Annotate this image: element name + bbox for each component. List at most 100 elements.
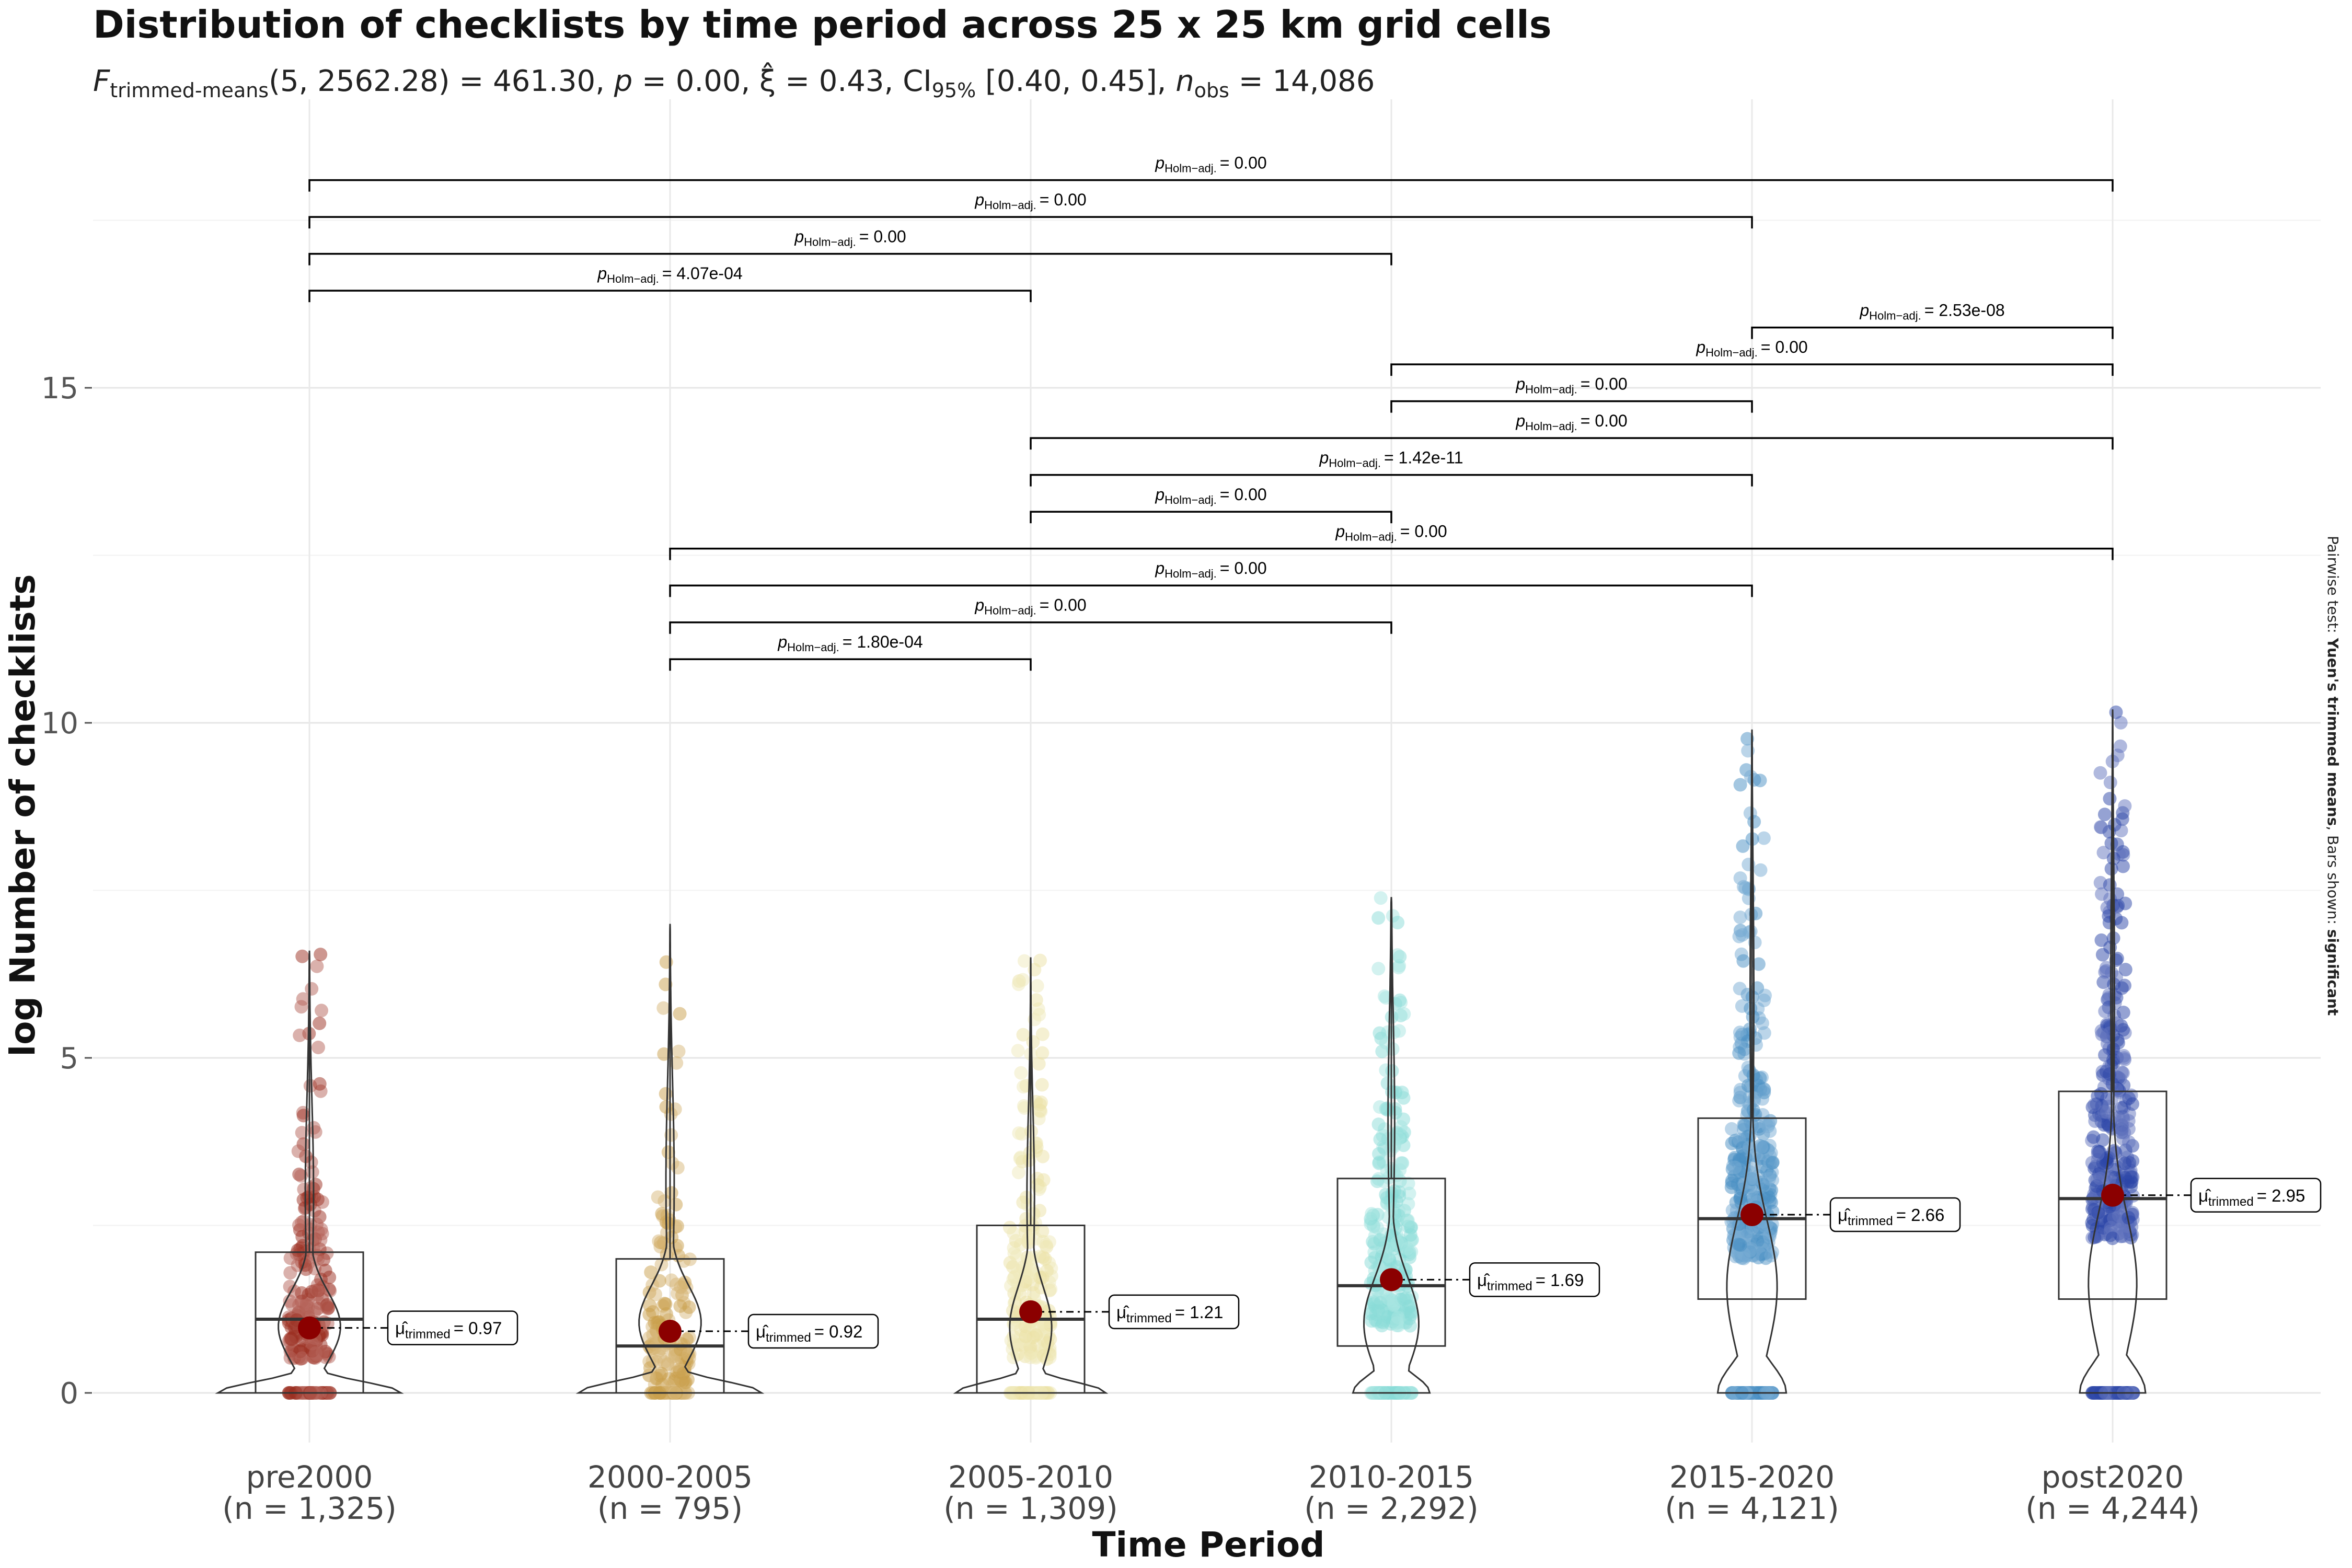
p-symbol: p bbox=[1515, 375, 1525, 394]
trimmed-mean-label: μ̂trimmed = 2.66 bbox=[1838, 1205, 1944, 1228]
bracket-line bbox=[669, 621, 1392, 634]
data-point bbox=[2103, 776, 2117, 789]
trimmed-mean-label: μ̂trimmed = 1.69 bbox=[1477, 1270, 1584, 1293]
comparison-bracket: pHolm−adj. = 1.42e-11 bbox=[1030, 448, 1753, 487]
p-sub: Holm−adj. bbox=[984, 604, 1036, 617]
data-point bbox=[1757, 1083, 1771, 1097]
data-point bbox=[1365, 1314, 1379, 1328]
data-point bbox=[1757, 831, 1771, 845]
mu-sub: trimmed bbox=[1487, 1279, 1532, 1293]
data-point bbox=[2115, 1066, 2129, 1080]
mu-sub: trimmed bbox=[2208, 1195, 2254, 1209]
p-sub: Holm−adj. bbox=[804, 236, 856, 249]
p-value: = 4.07e-04 bbox=[662, 264, 743, 283]
data-point bbox=[1371, 962, 1386, 976]
data-point bbox=[1033, 953, 1047, 967]
data-point bbox=[1757, 993, 1771, 1007]
bracket-p-label: pHolm−adj. = 0.00 bbox=[1696, 338, 1807, 359]
data-point bbox=[1022, 1153, 1036, 1167]
data-point bbox=[300, 1191, 314, 1205]
data-point bbox=[322, 1271, 337, 1284]
data-point bbox=[1364, 1255, 1378, 1270]
data-point bbox=[2091, 1147, 2105, 1161]
data-point bbox=[652, 1234, 666, 1248]
data-point bbox=[1373, 1100, 1387, 1114]
p-value: = 0.00 bbox=[859, 227, 906, 246]
bracket-p-label: pHolm−adj. = 0.00 bbox=[1515, 411, 1627, 433]
chart-subtitle: Ftrimmed-means(5, 2562.28) = 461.30, p =… bbox=[93, 63, 1375, 102]
bracket-line bbox=[669, 658, 1032, 671]
subtitle-n-text: = 14,086 bbox=[1229, 64, 1375, 98]
bracket-p-label: pHolm−adj. = 1.80e-04 bbox=[777, 632, 923, 654]
data-point bbox=[644, 1265, 658, 1279]
data-point bbox=[2118, 1156, 2132, 1170]
data-point bbox=[677, 1254, 691, 1268]
x-tick-label: 2000-2005 bbox=[587, 1459, 753, 1495]
data-point bbox=[1762, 1229, 1777, 1243]
data-point bbox=[292, 1298, 306, 1312]
data-point bbox=[649, 1287, 662, 1301]
data-point bbox=[657, 1047, 671, 1061]
data-point bbox=[1011, 1263, 1025, 1277]
data-point bbox=[2116, 1006, 2130, 1020]
mu-sub: trimmed bbox=[1126, 1311, 1172, 1325]
mu-sub: trimmed bbox=[405, 1328, 451, 1342]
p-symbol: p bbox=[1155, 559, 1165, 578]
data-point bbox=[1377, 989, 1391, 1004]
mu-value: = 2.66 bbox=[1896, 1205, 1945, 1225]
x-tick-label: 2010-2015 bbox=[1309, 1459, 1474, 1495]
p-symbol: p bbox=[794, 227, 804, 246]
group-2010-2015: μ̂trimmed = 1.69 bbox=[1336, 891, 1600, 1400]
data-point bbox=[1035, 1046, 1050, 1060]
chart-title: Distribution of checklists by time perio… bbox=[93, 3, 1552, 47]
data-point bbox=[295, 1286, 309, 1300]
data-point bbox=[1746, 1010, 1760, 1024]
p-symbol: p bbox=[1515, 411, 1525, 430]
p-symbol: p bbox=[1155, 154, 1165, 172]
data-point bbox=[673, 1007, 687, 1021]
comparison-bracket: pHolm−adj. = 0.00 bbox=[1030, 485, 1392, 524]
comparison-bracket: pHolm−adj. = 0.00 bbox=[308, 190, 1753, 229]
data-point bbox=[1373, 1132, 1387, 1146]
data-point bbox=[1403, 1228, 1417, 1242]
data-point bbox=[2109, 705, 2123, 719]
data-point bbox=[659, 1087, 673, 1101]
data-point bbox=[2116, 1229, 2130, 1243]
data-point bbox=[2098, 1004, 2112, 1018]
violin-outline bbox=[953, 957, 1109, 1394]
comparison-bracket: pHolm−adj. = 0.00 bbox=[669, 522, 2114, 560]
data-point bbox=[656, 1001, 671, 1015]
comparison-bracket: pHolm−adj. = 0.00 bbox=[1030, 411, 2114, 450]
data-point bbox=[682, 1300, 696, 1314]
p-symbol: p bbox=[1696, 338, 1705, 356]
comparison-bracket: pHolm−adj. = 0.00 bbox=[1390, 375, 1753, 413]
data-point bbox=[682, 1347, 696, 1362]
caption-middle: , Bars shown: bbox=[2324, 826, 2342, 929]
data-point bbox=[1029, 1328, 1043, 1342]
mu-value: = 1.21 bbox=[1175, 1302, 1224, 1322]
data-point bbox=[1017, 1080, 1030, 1094]
p-sub: Holm−adj. bbox=[1525, 420, 1577, 433]
p-symbol: p bbox=[974, 190, 984, 209]
data-point bbox=[1392, 1189, 1406, 1203]
comparison-bracket: pHolm−adj. = 0.00 bbox=[308, 227, 1392, 266]
violin-outline bbox=[1716, 729, 1788, 1394]
data-point bbox=[659, 1297, 673, 1311]
data-point bbox=[291, 1243, 305, 1258]
trimmed-mean-label: μ̂trimmed = 2.95 bbox=[2198, 1186, 2305, 1209]
data-point bbox=[291, 1144, 305, 1158]
p-value: = 0.00 bbox=[1761, 338, 1808, 356]
data-point bbox=[2088, 1230, 2102, 1244]
data-point bbox=[1043, 1351, 1057, 1365]
data-point bbox=[1761, 1120, 1775, 1134]
bracket-p-label: pHolm−adj. = 2.53e-08 bbox=[1859, 301, 2004, 322]
p-sub: Holm−adj. bbox=[1329, 457, 1381, 470]
data-point bbox=[2093, 766, 2107, 780]
data-point bbox=[283, 1279, 297, 1294]
p-sub: Holm−adj. bbox=[1345, 531, 1397, 544]
data-point bbox=[1014, 1066, 1028, 1080]
trimmed-mean-label: μ̂trimmed = 0.92 bbox=[756, 1322, 862, 1345]
comparison-bracket: pHolm−adj. = 0.00 bbox=[669, 596, 1392, 634]
data-point bbox=[2113, 739, 2127, 753]
